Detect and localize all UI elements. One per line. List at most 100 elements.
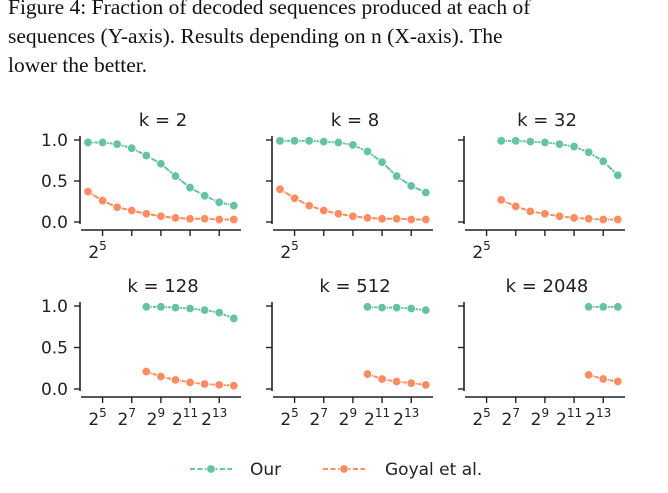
panel-2: k = 8 25 xyxy=(266,110,433,263)
y-tick-label: 1.0 xyxy=(41,131,68,151)
data-point xyxy=(304,200,314,211)
data-point xyxy=(377,214,387,224)
data-point xyxy=(199,305,210,315)
data-point xyxy=(391,214,402,224)
data-point xyxy=(583,214,594,224)
data-point xyxy=(141,366,152,377)
data-point xyxy=(613,302,623,312)
x-tick-label: 27 xyxy=(118,406,136,430)
panel-title: k = 512 xyxy=(319,276,390,297)
data-point xyxy=(289,136,300,146)
data-point xyxy=(613,376,623,387)
data-point xyxy=(304,136,314,146)
data-point xyxy=(185,303,195,314)
caption-line-3: lower the better. xyxy=(8,53,148,77)
panel-5: k = 512 25 27 29 211 213 xyxy=(266,276,433,430)
data-point xyxy=(83,186,93,197)
data-point xyxy=(141,150,152,161)
data-point xyxy=(199,191,210,201)
panel-1: k = 2 0.0 0.5 1.0 25 xyxy=(41,110,241,263)
panel-title: k = 2048 xyxy=(506,276,589,297)
data-point xyxy=(377,157,387,167)
data-point xyxy=(97,137,108,148)
data-point xyxy=(319,136,329,147)
x-tick-label: 213 xyxy=(585,406,611,430)
data-point xyxy=(496,195,506,205)
data-point xyxy=(362,302,373,312)
caption-line-1: Figure 4: Fraction of decoded sequences … xyxy=(8,0,531,19)
data-point xyxy=(170,302,181,313)
panel-4: k = 128 0.0 0.5 1.0 25 27 29 211 213 xyxy=(41,276,241,430)
data-point xyxy=(569,141,579,152)
data-point xyxy=(141,209,152,219)
y-tick-label: 0.0 xyxy=(41,213,68,233)
data-point xyxy=(214,214,224,225)
data-point xyxy=(275,184,285,194)
data-point xyxy=(156,159,166,169)
x-tick-label: 213 xyxy=(393,406,419,430)
x-tick-label: 25 xyxy=(280,239,298,263)
x-tick-label: 211 xyxy=(364,406,390,430)
x-tick-label: 25 xyxy=(88,239,106,263)
data-point xyxy=(421,187,431,198)
legend-label: Goyal et al. xyxy=(385,460,482,480)
x-tick-label: 211 xyxy=(172,406,198,430)
data-point xyxy=(362,369,373,379)
x-tick-label: 29 xyxy=(147,406,165,430)
panel-title: k = 128 xyxy=(127,276,198,297)
data-point xyxy=(421,305,431,315)
data-point xyxy=(598,374,608,384)
data-point xyxy=(141,302,152,312)
data-point xyxy=(583,147,594,158)
data-point xyxy=(112,139,122,149)
data-point xyxy=(583,302,594,312)
x-tick-label: 211 xyxy=(556,406,582,430)
data-point xyxy=(569,213,579,223)
data-point xyxy=(127,143,137,153)
data-point xyxy=(319,205,329,216)
data-point xyxy=(214,197,224,208)
data-point xyxy=(406,181,416,191)
data-point xyxy=(598,302,608,312)
data-point xyxy=(348,211,358,221)
data-point xyxy=(406,214,416,225)
data-point xyxy=(421,380,431,390)
data-point xyxy=(613,214,623,225)
data-point xyxy=(348,140,358,150)
data-point xyxy=(391,376,402,387)
data-point xyxy=(525,206,536,217)
data-point xyxy=(511,136,521,146)
data-point xyxy=(391,302,402,313)
x-tick-label: 29 xyxy=(339,406,357,430)
data-point xyxy=(156,371,166,382)
data-point xyxy=(229,380,239,391)
data-point xyxy=(362,213,373,223)
data-point xyxy=(214,307,224,318)
legend-marker xyxy=(339,464,349,474)
data-point xyxy=(496,136,506,146)
y-tick-label: 0.5 xyxy=(41,172,68,192)
data-point xyxy=(199,214,210,224)
legend-label: Our xyxy=(250,460,281,480)
data-point xyxy=(83,137,93,148)
figure-caption: Figure 4: Fraction of decoded sequences … xyxy=(8,0,668,80)
panel-title: k = 2 xyxy=(139,110,187,131)
data-point xyxy=(97,195,108,206)
x-tick-label: 25 xyxy=(472,406,490,430)
data-point xyxy=(554,211,565,221)
data-point xyxy=(185,182,195,193)
panel-3: k = 32 25 xyxy=(458,110,625,263)
data-point xyxy=(275,136,285,146)
y-tick-label: 1.0 xyxy=(41,297,68,317)
x-tick-label: 25 xyxy=(88,406,106,430)
data-point xyxy=(112,202,122,212)
y-tick-label: 0.5 xyxy=(41,339,68,359)
data-point xyxy=(598,156,608,167)
data-point xyxy=(377,302,387,313)
data-point xyxy=(333,137,344,148)
data-point xyxy=(170,375,181,385)
data-point xyxy=(156,302,166,312)
caption-line-2: sequences (Y-axis). Results depending on… xyxy=(8,24,503,48)
data-point xyxy=(289,193,300,203)
